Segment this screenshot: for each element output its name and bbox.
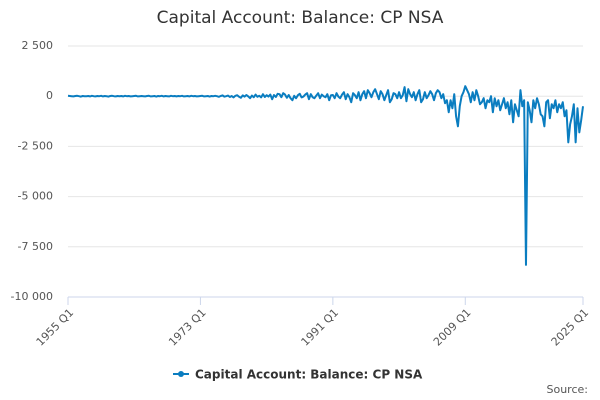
legend-marker: [178, 371, 184, 377]
x-tick-label: 1955 Q1: [34, 306, 77, 349]
y-tick-label: -2 500: [18, 139, 53, 152]
legend-label: Capital Account: Balance: CP NSA: [195, 368, 423, 382]
x-tick-label: 2009 Q1: [431, 306, 474, 349]
x-tick-label: 1991 Q1: [299, 306, 342, 349]
y-tick-label: 0: [46, 89, 53, 102]
y-tick-label: 2 500: [22, 39, 54, 52]
x-tick-label: 2025 Q1: [549, 306, 592, 349]
y-tick-label: -10 000: [11, 290, 53, 303]
source: Source:: [547, 383, 589, 396]
data-line: [67, 85, 584, 266]
x-tick-label: 1973 Q1: [166, 306, 209, 349]
chart-title: Capital Account: Balance: CP NSA: [157, 8, 444, 28]
y-tick-label: -5 000: [18, 190, 53, 203]
y-tick-label: -7 500: [18, 240, 53, 253]
